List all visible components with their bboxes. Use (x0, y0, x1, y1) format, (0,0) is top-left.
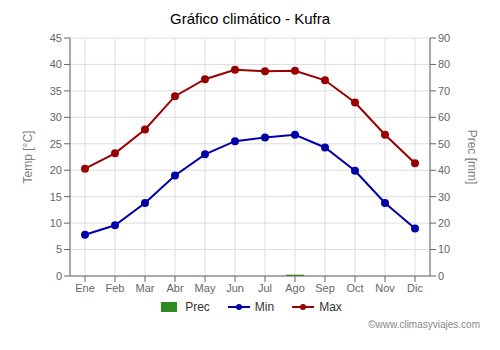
svg-text:35: 35 (50, 85, 62, 97)
svg-text:Mar: Mar (136, 282, 155, 294)
svg-text:Feb: Feb (106, 282, 125, 294)
svg-text:Dic: Dic (407, 282, 423, 294)
svg-text:20: 20 (50, 164, 62, 176)
svg-text:90: 90 (438, 32, 450, 44)
svg-text:0: 0 (438, 270, 444, 282)
svg-text:60: 60 (438, 111, 450, 123)
svg-text:Prec [mm]: Prec [mm] (465, 130, 479, 185)
html-text:Min: Min (254, 300, 275, 314)
html-text:Max: Max (319, 300, 342, 314)
svg-text:Ago: Ago (285, 282, 305, 294)
html-text:Gráfico climático - Kufra: Gráfico climático - Kufra (170, 10, 330, 27)
svg-text:Sep: Sep (315, 282, 335, 294)
svg-text:10: 10 (438, 243, 450, 255)
svg-text:Temp [°C]: Temp [°C] (21, 131, 35, 184)
svg-text:50: 50 (438, 138, 450, 150)
html-text:Prec: Prec (185, 300, 210, 314)
svg-text:30: 30 (50, 111, 62, 123)
svg-text:Abr: Abr (166, 282, 183, 294)
svg-text:Ene: Ene (75, 282, 95, 294)
svg-text:20: 20 (438, 217, 450, 229)
html-text:©www.climasyviajes.com: ©www.climasyviajes.com (368, 319, 480, 330)
svg-text:5: 5 (56, 243, 62, 255)
svg-text:0: 0 (56, 270, 62, 282)
svg-text:15: 15 (50, 191, 62, 203)
svg-text:May: May (195, 282, 216, 294)
svg-text:Jul: Jul (258, 282, 272, 294)
svg-text:70: 70 (438, 85, 450, 97)
svg-text:40: 40 (438, 164, 450, 176)
svg-text:40: 40 (50, 58, 62, 70)
svg-text:Oct: Oct (346, 282, 363, 294)
svg-text:45: 45 (50, 32, 62, 44)
svg-text:80: 80 (438, 58, 450, 70)
svg-text:30: 30 (438, 191, 450, 203)
svg-text:10: 10 (50, 217, 62, 229)
svg-text:Jun: Jun (226, 282, 244, 294)
svg-text:Nov: Nov (375, 282, 395, 294)
svg-text:25: 25 (50, 138, 62, 150)
